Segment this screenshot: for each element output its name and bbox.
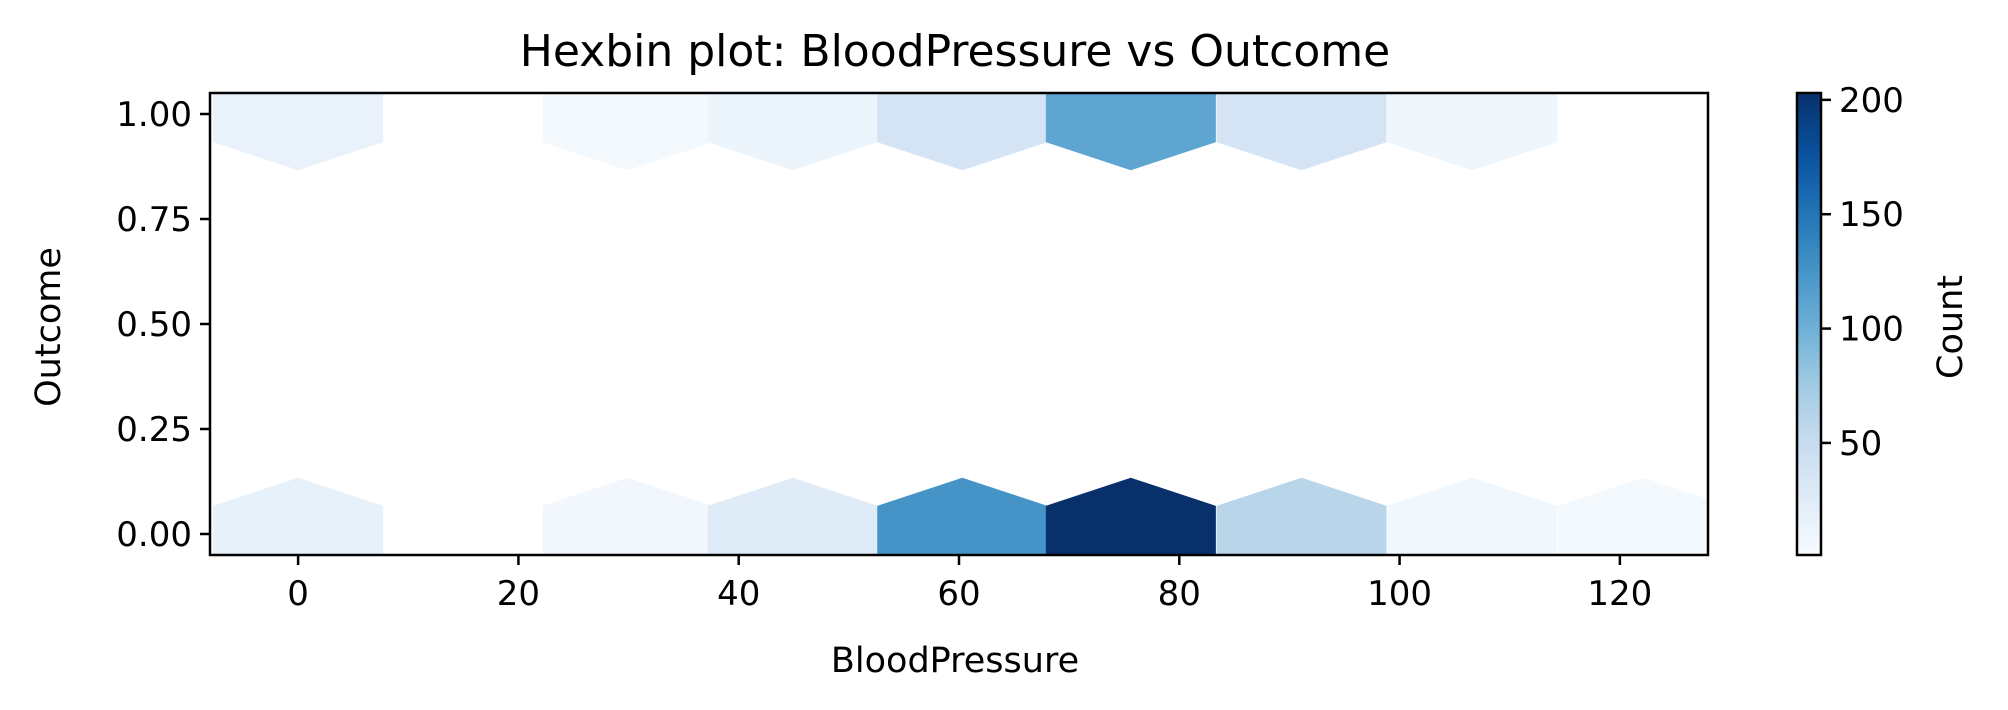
- x-tick-label: 120: [1587, 574, 1652, 614]
- x-tick-label: 80: [1158, 574, 1201, 614]
- colorbar-gradient: [1797, 93, 1821, 555]
- colorbar-ticks: 50 100 150 200: [1821, 81, 1904, 464]
- colorbar-label: Count: [1931, 275, 1971, 379]
- hexbin-cells: [213, 93, 1708, 555]
- hexbin-cell: [1387, 93, 1558, 171]
- y-tick-label: 0.50: [116, 305, 192, 345]
- y-axis: 0.00 0.25 0.50 0.75 1.00: [116, 95, 210, 555]
- hexbin-cell: [542, 93, 713, 171]
- hexbin-cell: [1216, 93, 1387, 171]
- colorbar-tick-label: 50: [1839, 424, 1882, 464]
- hexbin-cell: [1387, 477, 1558, 555]
- colorbar-tick-label: 200: [1839, 81, 1904, 121]
- hexbin-cell: [1558, 477, 1708, 555]
- y-tick-label: 0.25: [116, 410, 192, 450]
- hexbin-cell: [213, 93, 384, 171]
- y-tick-label: 0.75: [116, 200, 192, 240]
- hexbin-cell: [1045, 93, 1216, 171]
- colorbar-tick-label: 150: [1839, 195, 1904, 235]
- hexbin-cell: [707, 93, 878, 171]
- colorbar: 50 100 150 200 Count: [1795, 81, 1971, 557]
- chart-title: Hexbin plot: BloodPressure vs Outcome: [520, 26, 1390, 77]
- y-tick-label: 1.00: [116, 95, 192, 135]
- hexbin-cell: [542, 477, 713, 555]
- hexbin-cell: [1216, 477, 1387, 555]
- y-tick-label: 0.00: [116, 515, 192, 555]
- x-tick-label: 0: [287, 574, 309, 614]
- x-tick-label: 60: [937, 574, 980, 614]
- x-tick-label: 100: [1367, 574, 1432, 614]
- hexbin-cell: [1045, 477, 1216, 555]
- x-tick-label: 20: [497, 574, 540, 614]
- hexbin-cell: [877, 93, 1048, 171]
- hexbin-cell: [213, 477, 384, 555]
- colorbar-tick-label: 100: [1839, 310, 1904, 350]
- x-tick-label: 40: [717, 574, 760, 614]
- y-axis-label: Outcome: [29, 247, 69, 407]
- colorbar-frame: [1795, 91, 1823, 557]
- x-axis-label: BloodPressure: [831, 641, 1079, 681]
- x-axis: 0 20 40 60 80 100 120: [287, 555, 1652, 614]
